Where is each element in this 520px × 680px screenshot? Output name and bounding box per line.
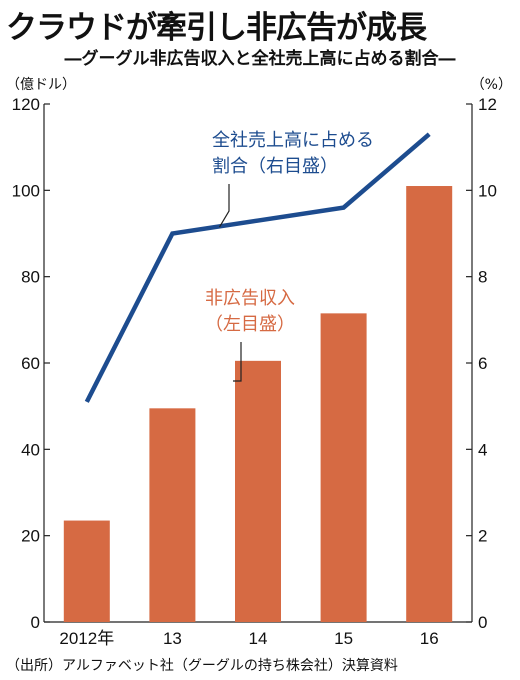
chart-subtitle: ―グーグル非広告収入と全社売上高に占める割合―	[64, 49, 456, 69]
left-tick-label: 60	[21, 354, 40, 373]
bar-1	[149, 408, 196, 622]
bar-0	[63, 520, 110, 622]
line-annotation-2: 割合（右目盛）	[212, 156, 338, 177]
right-tick-label: 8	[478, 268, 487, 287]
x-tick-label: 15	[334, 629, 353, 648]
left-tick-label: 0	[31, 613, 40, 632]
source-note: （出所）アルファベット社（グーグルの持ち株会社）決算資料	[6, 658, 398, 674]
line-annotation-leader	[218, 184, 230, 228]
x-tick-label: 14	[249, 629, 268, 648]
bar-4	[406, 186, 453, 622]
bar-annotation-2: （左目盛）	[205, 314, 295, 335]
left-tick-label: 100	[12, 181, 40, 200]
bar-annotation-leader	[233, 342, 242, 382]
left-tick-label: 40	[21, 440, 40, 459]
right-axis-unit: （%）	[470, 77, 512, 93]
line-annotation-1: 全社売上高に占める	[212, 130, 374, 151]
left-tick-label: 80	[21, 268, 40, 287]
right-tick-label: 2	[478, 527, 487, 546]
bar-2	[235, 360, 281, 622]
right-tick-label: 6	[478, 354, 487, 373]
x-tick-label: 16	[420, 629, 439, 648]
right-tick-label: 0	[478, 613, 487, 632]
bar-annotation-1: 非広告収入	[205, 288, 295, 309]
right-tick-label: 12	[478, 95, 497, 114]
bar-3	[320, 313, 367, 622]
left-tick-label: 120	[12, 95, 40, 114]
right-tick-label: 4	[478, 440, 487, 459]
x-tick-label: 13	[163, 629, 182, 648]
left-tick-label: 20	[21, 527, 40, 546]
x-tick-label: 2012年	[59, 629, 114, 648]
chart-title: クラウドが牽引し非広告が成長	[6, 10, 427, 46]
left-axis-unit: （億ドル）	[6, 77, 76, 93]
right-tick-label: 10	[478, 181, 497, 200]
